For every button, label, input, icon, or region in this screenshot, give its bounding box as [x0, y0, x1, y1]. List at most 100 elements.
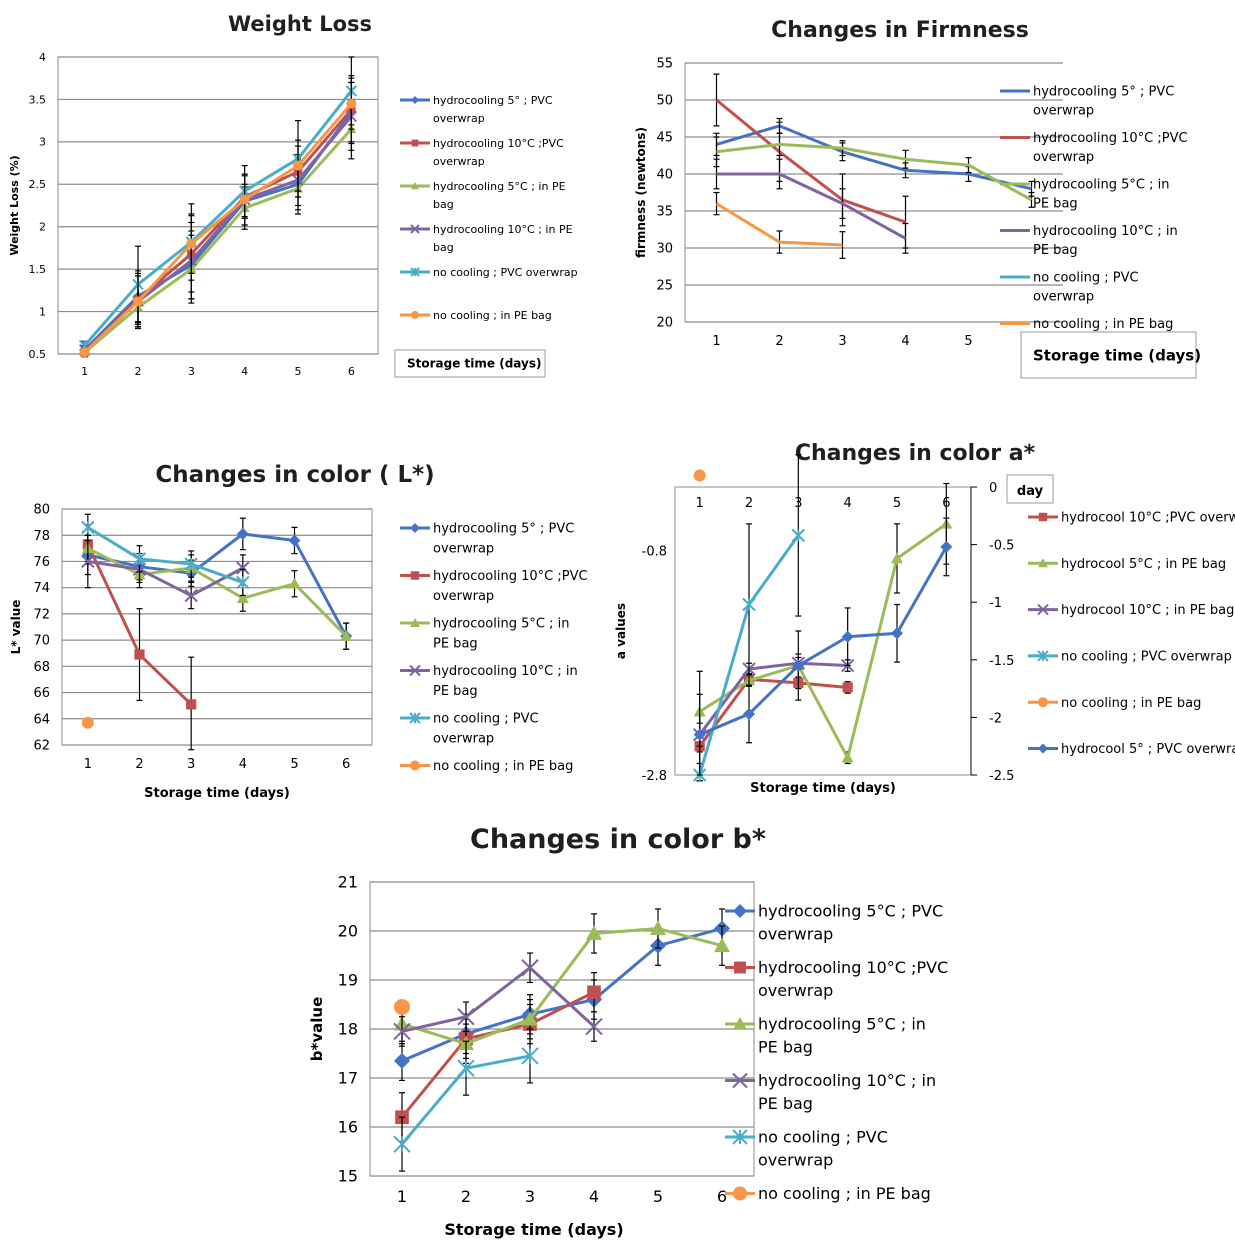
x-tick-label: 5	[893, 496, 901, 511]
plot-frame	[57, 56, 379, 355]
y-axis-label: b*value	[308, 997, 326, 1061]
y-tick-label: 20	[656, 316, 673, 331]
series-line	[400, 990, 595, 1119]
legend-label: hydrocooling 5°C ; PVC	[758, 902, 943, 921]
legend-label: overwrap	[1033, 290, 1094, 305]
legend-label: PE bag	[758, 1094, 813, 1113]
data-point	[186, 699, 197, 710]
y-axis-label: Weight Loss (%)	[8, 155, 21, 255]
x-tick-label: 4	[844, 496, 852, 511]
left-tick-label: -2.8	[642, 769, 667, 784]
gridlines	[58, 56, 378, 355]
x-tick-label: 1	[712, 334, 720, 349]
chart-title: Changes in color a*	[795, 441, 1036, 466]
x-tick-label: 1	[84, 757, 92, 772]
y-axis-label: firmness (newtons)	[634, 127, 648, 258]
y-tick-label: -1	[989, 596, 1002, 611]
y-tick-label: 0.5	[29, 348, 47, 361]
legend-label: hydrocool 10°C ; in PE bag	[1061, 603, 1234, 618]
data-point	[134, 649, 145, 660]
gridlines	[62, 508, 372, 746]
legend-label: no cooling ; in PE bag	[1033, 317, 1173, 332]
data-point	[340, 630, 353, 641]
x-tick-label: 5	[290, 757, 298, 772]
legend-label: PE bag	[433, 637, 478, 652]
series-line	[716, 142, 1033, 202]
y-tick-label: 70	[33, 634, 50, 649]
y-axis-label: L* value	[9, 600, 23, 655]
legend-marker	[411, 139, 419, 147]
data-point	[81, 554, 95, 569]
y-tick-label: 80	[33, 503, 50, 518]
legend-marker	[410, 224, 420, 234]
y-tick-label: 35	[656, 205, 673, 220]
series-line	[83, 102, 353, 354]
y-tick-labels: 0.5 1 1.5 2 2.5 3 3.5 4	[29, 51, 47, 361]
y-tick-label: 68	[33, 660, 50, 675]
y-tick-label: 20	[338, 922, 358, 941]
data-point	[184, 588, 198, 603]
y-tick-label: 0	[989, 481, 997, 496]
legend-marker	[410, 571, 420, 580]
x-tick-label: 2	[135, 365, 142, 378]
legend-marker	[411, 182, 419, 190]
x-tick-label: 6	[348, 365, 355, 378]
legend-label: hydrocooling 10°C ;PVC	[433, 137, 564, 150]
weight-loss-chart: Weight Loss 0.5 1 1.5 2 2.5 3 3.5 4 1 2 3 4 5 6 Storage…	[0, 0, 615, 400]
y-tick-labels: 15 16 17 18 19 20 21	[338, 873, 358, 1186]
series-line	[87, 559, 244, 598]
legend-label: hydrocooling 10°C ;PVC	[758, 958, 948, 977]
series	[713, 191, 846, 259]
data-point	[457, 1059, 475, 1077]
y-tick-label: 17	[338, 1069, 358, 1088]
legend-label: overwrap	[1033, 150, 1094, 165]
x-tick-label: 3	[188, 365, 195, 378]
data-point	[393, 1022, 411, 1041]
data-point	[81, 716, 94, 729]
legend-marker	[1038, 558, 1048, 568]
series-line	[401, 966, 596, 1033]
legend-marker	[732, 1072, 748, 1089]
y-tick-label: 25	[656, 279, 673, 294]
data-point	[791, 528, 806, 543]
legend-label: no cooling ; PVC	[758, 1128, 888, 1147]
data-point	[236, 527, 249, 540]
color-a-svg: Changes in color a* -2.5 -2 -1.5 -1 -0.5 0 -2.8…	[614, 441, 1235, 796]
legend-label: hydrocooling 10°C ; in PE	[433, 223, 573, 236]
data-point	[841, 751, 854, 763]
series-line	[698, 522, 948, 760]
y-tick-label: 62	[33, 739, 50, 754]
series-line	[699, 546, 948, 737]
legend-marker	[1037, 603, 1049, 616]
series-line	[698, 661, 848, 736]
day-label: day	[1017, 484, 1044, 499]
x-tick-label: 1	[696, 496, 704, 511]
legend-label: overwrap	[433, 112, 485, 125]
y-tick-label: 55	[656, 57, 673, 72]
data-point	[586, 925, 602, 940]
legend-marker	[1038, 697, 1048, 708]
legend-marker	[733, 904, 747, 918]
series-line	[716, 124, 1032, 191]
legend-label: PE bag	[433, 684, 478, 699]
legend: hydrocooling 5°C ; PVC overwrap hydrocooli…	[725, 902, 948, 1203]
data-point	[693, 469, 706, 482]
data-point	[743, 707, 755, 720]
series	[693, 517, 953, 776]
y-tick-label: -2	[989, 711, 1002, 726]
legend-label: no cooling ; in PE bag	[1061, 696, 1201, 711]
y-tick-label: 19	[338, 971, 358, 990]
data-point	[585, 1017, 603, 1036]
data-point	[522, 1011, 538, 1026]
data-point	[650, 920, 666, 935]
data-point	[714, 937, 730, 953]
legend-marker	[734, 961, 746, 974]
legend-label: overwrap	[758, 925, 833, 944]
legend-marker	[410, 267, 420, 277]
data-point	[293, 160, 303, 171]
data-point	[457, 1008, 475, 1026]
x-axis-label: Storage time (days)	[444, 1220, 623, 1239]
